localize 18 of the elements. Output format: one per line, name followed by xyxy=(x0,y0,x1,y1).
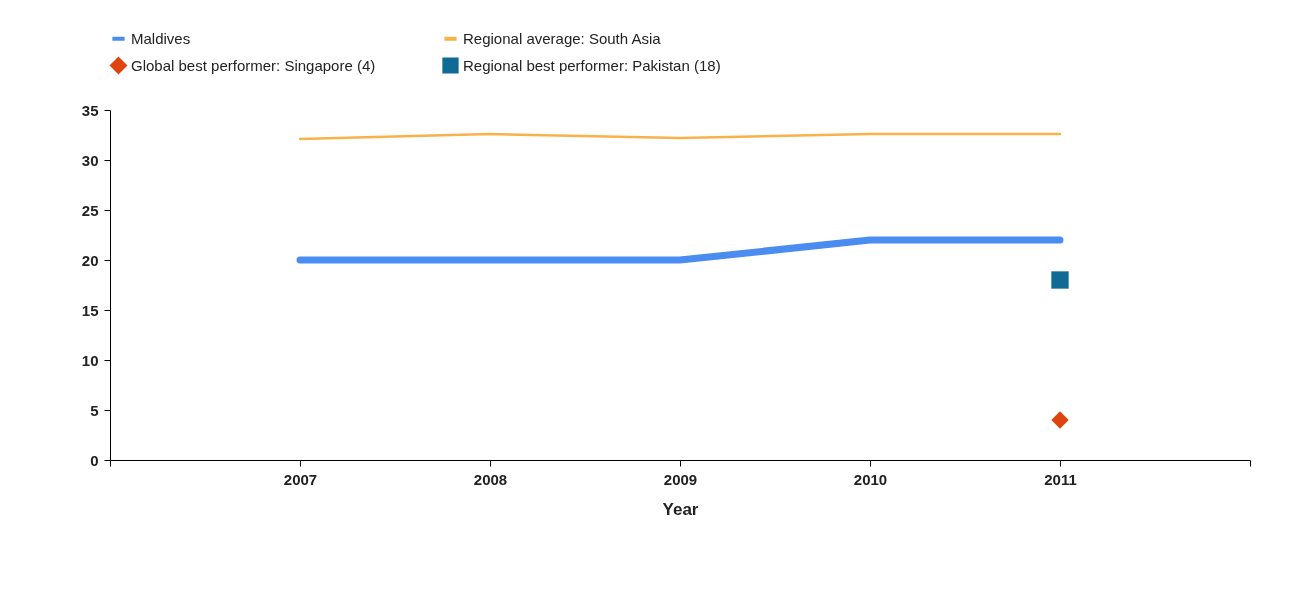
legend-label: Global best performer: Singapore (4) xyxy=(131,56,376,74)
x-tick-label: 2009 xyxy=(663,470,698,488)
y-tick-label: 10 xyxy=(81,351,99,369)
y-tick-label: 15 xyxy=(81,301,99,319)
x-axis-title: Year xyxy=(662,499,699,519)
y-tick-label: 0 xyxy=(90,451,99,469)
legend-label: Regional best performer: Pakistan (18) xyxy=(463,56,721,74)
y-tick-label: 30 xyxy=(81,151,99,169)
x-tick-label: 2008 xyxy=(473,470,508,488)
y-tick-label: 20 xyxy=(81,251,99,269)
x-tick-label: 2010 xyxy=(853,470,888,488)
y-tick-label: 5 xyxy=(90,401,99,419)
y-tick-label: 25 xyxy=(81,201,99,219)
x-tick-label: 2011 xyxy=(1044,470,1077,488)
x-tick-label: 2007 xyxy=(283,470,318,488)
legend-label: Regional average: South Asia xyxy=(463,29,662,47)
y-tick-label: 35 xyxy=(81,101,99,119)
legend-label: Maldives xyxy=(131,29,191,47)
